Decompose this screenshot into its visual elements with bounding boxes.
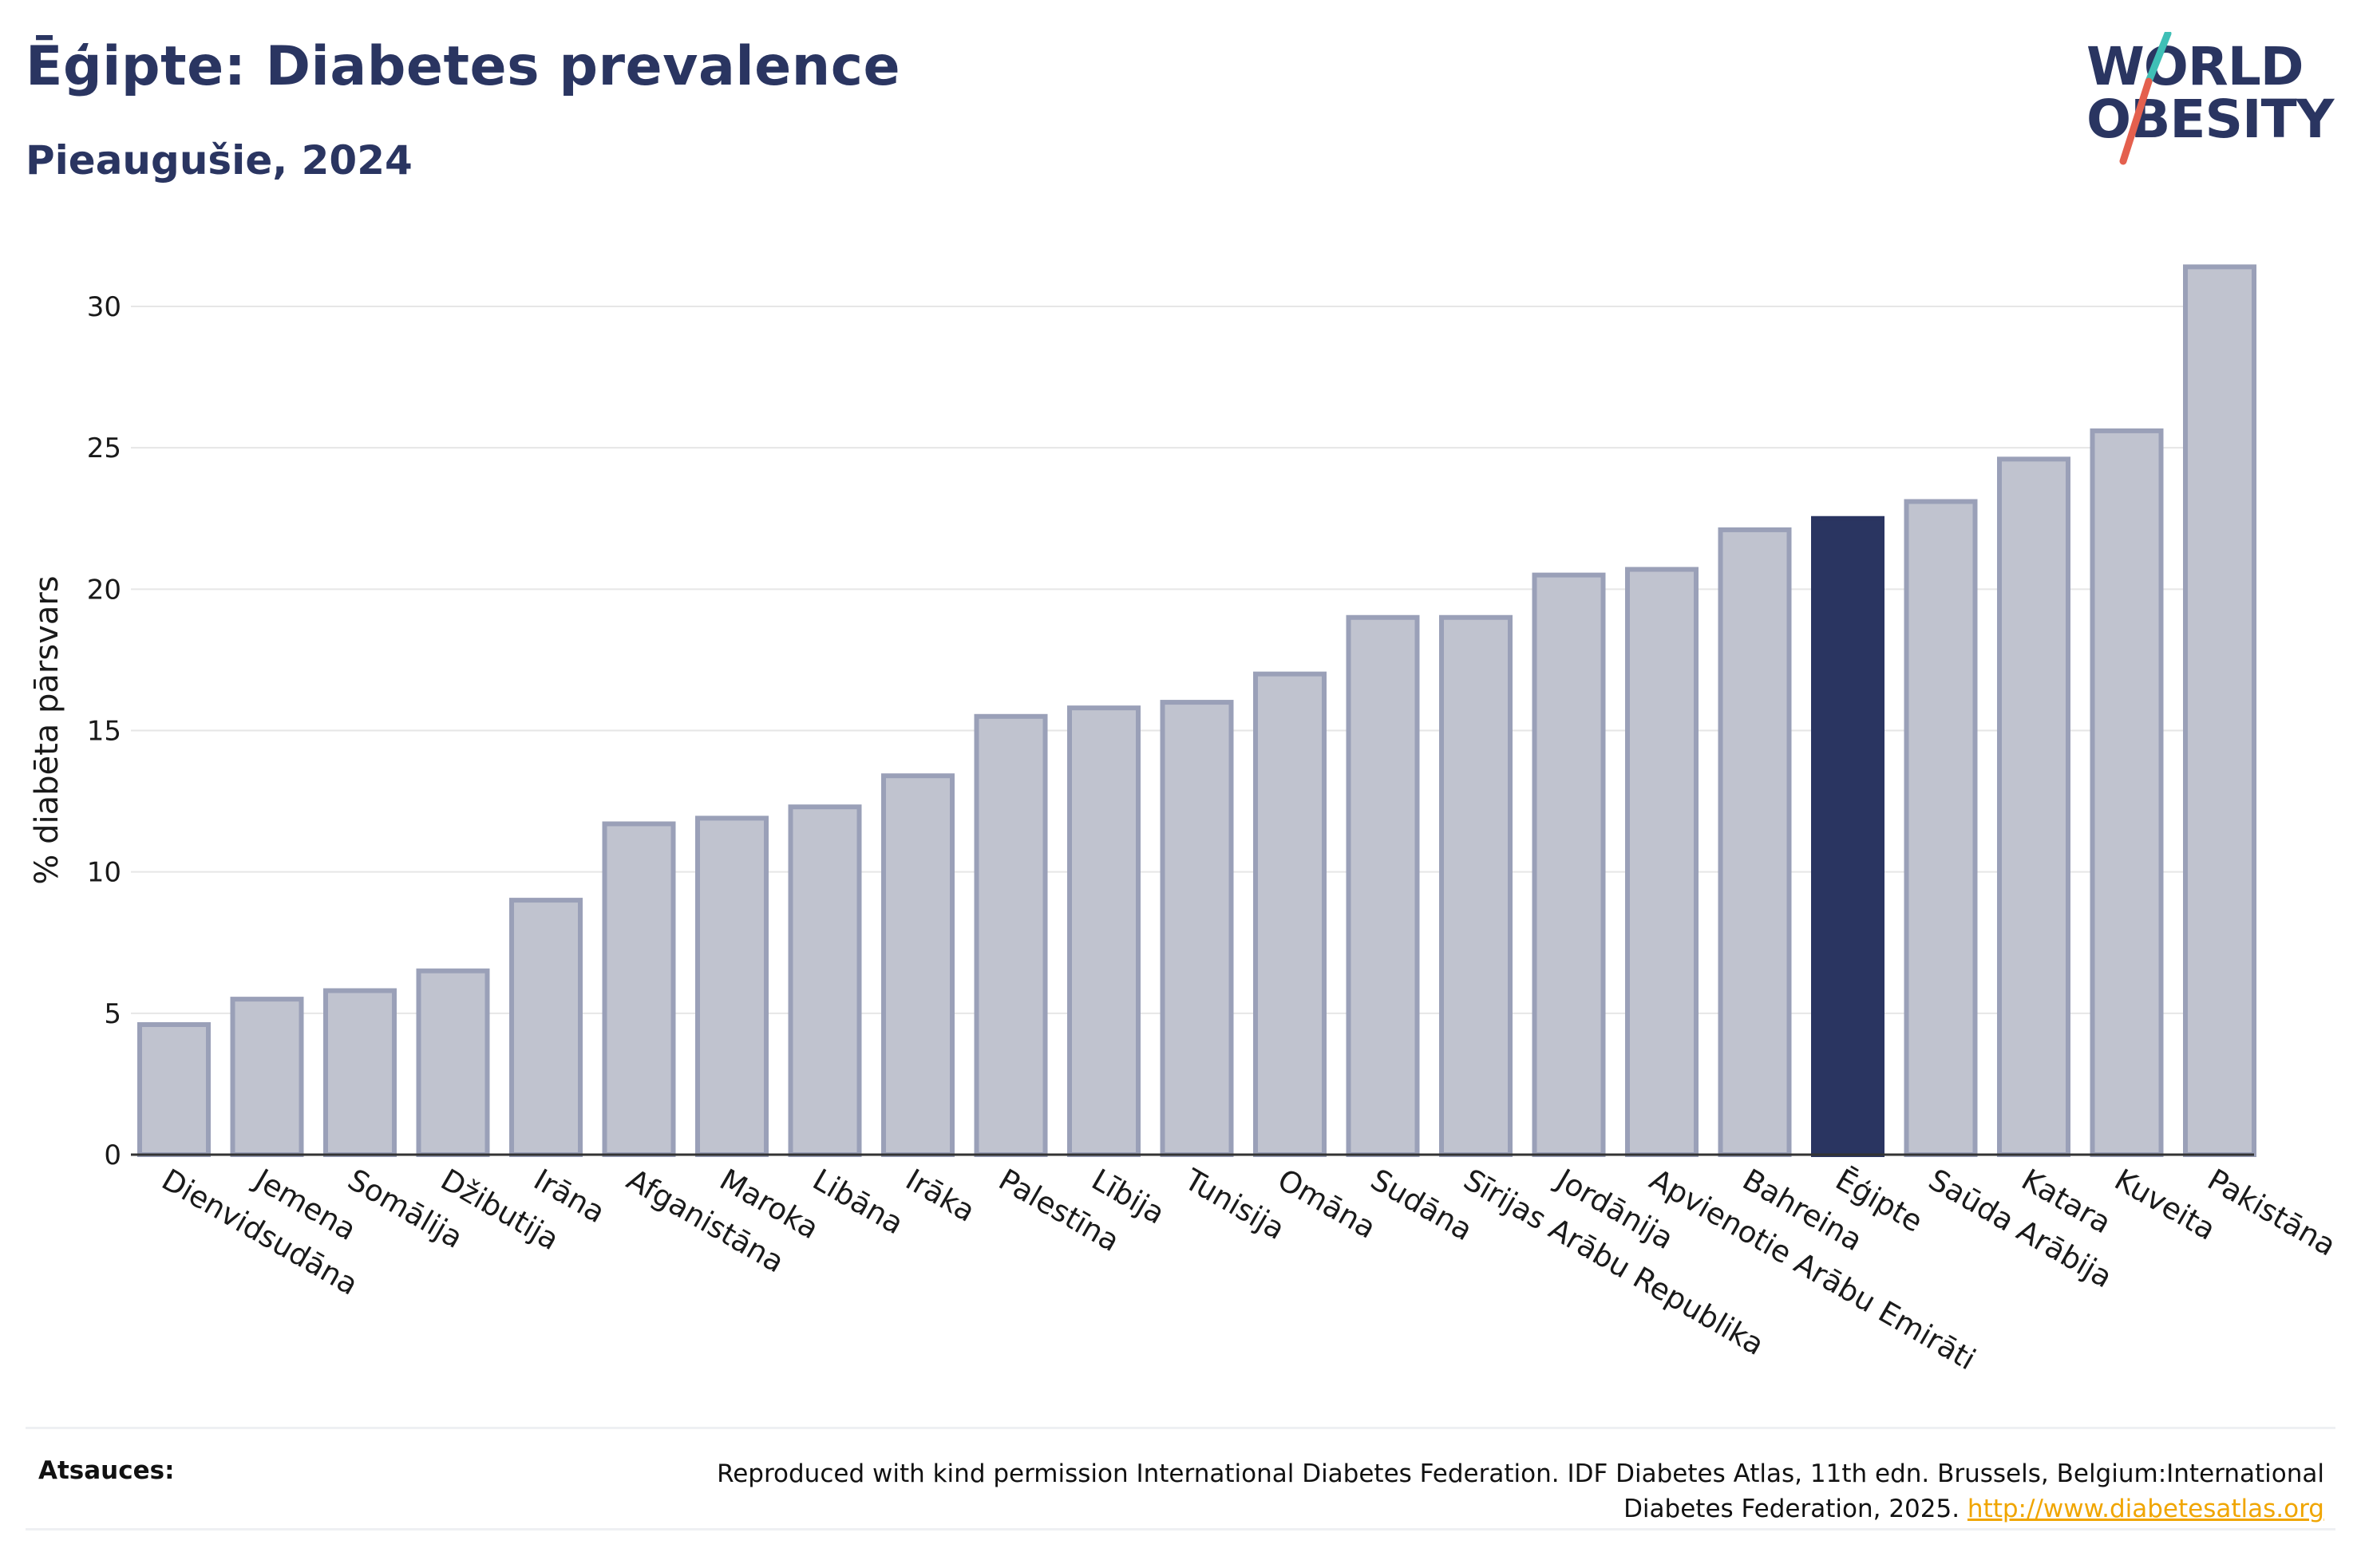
logo-line-1: WORLD — [2086, 36, 2304, 97]
bar — [2183, 264, 2256, 1158]
bar-highlight — [1811, 515, 1884, 1157]
bar — [1997, 456, 2070, 1157]
y-axis-ticks: 0 5 10 15 20 25 30 — [87, 291, 121, 1171]
bar — [1718, 527, 1792, 1157]
bar — [602, 821, 676, 1158]
logo-slash-bottom — [2119, 77, 2153, 165]
footer-link[interactable]: http://www.diabetesatlas.org — [1967, 1495, 2324, 1523]
y-tick-label: 5 — [104, 998, 121, 1030]
bar — [1160, 700, 1234, 1157]
y-tick-label: 30 — [87, 291, 121, 323]
bar — [1532, 572, 1606, 1157]
y-tick-label: 0 — [104, 1139, 121, 1171]
x-category-label: Tunisija — [1178, 1162, 1291, 1246]
bar — [788, 804, 862, 1157]
footer-citation-text: Reproduced with kind permission Internat… — [717, 1459, 2324, 1523]
bar — [1904, 499, 1978, 1157]
bar — [137, 1022, 211, 1158]
x-category-label: Kuveita — [2109, 1163, 2221, 1247]
bar — [881, 773, 955, 1158]
world-obesity-logo: WORLD OBESITY — [2086, 32, 2336, 165]
x-axis-labels: DienvidsudānaJemenaSomālijaDžibutijaIrān… — [156, 1162, 2342, 1377]
bar — [974, 713, 1048, 1157]
y-tick-label: 20 — [87, 574, 121, 606]
footer-citation: Reproduced with kind permission Internat… — [648, 1456, 2324, 1527]
logo-slash-top — [2145, 32, 2172, 85]
bar — [695, 816, 769, 1158]
bar — [1346, 614, 1420, 1157]
bar — [2090, 428, 2164, 1157]
y-axis-title: % diabēta pārsvars — [29, 575, 65, 884]
bar — [1625, 567, 1699, 1157]
page-title: Ēģipte: Diabetes prevalence — [26, 35, 901, 98]
x-category-label: Omāna — [1272, 1163, 1382, 1246]
bars — [137, 264, 2256, 1158]
footer-label: Atsauces: — [38, 1456, 175, 1485]
footer: Atsauces: Reproduced with kind permissio… — [26, 1427, 2335, 1530]
bar — [1253, 671, 1327, 1157]
y-tick-label: 25 — [87, 432, 121, 464]
x-category-label: Pakistāna — [2202, 1163, 2342, 1263]
x-category-label: Irāka — [900, 1163, 981, 1229]
bar — [323, 988, 397, 1158]
y-tick-label: 15 — [87, 716, 121, 748]
x-category-label: Sudāna — [1365, 1163, 1478, 1248]
bar — [1067, 705, 1141, 1157]
y-tick-label: 10 — [87, 857, 121, 889]
bar-chart: 0 5 10 15 20 25 30 DienvidsudānaJemenaSomālija… — [29, 264, 2342, 1377]
x-category-label: Libāna — [807, 1163, 909, 1242]
bar — [1439, 614, 1513, 1157]
bar — [416, 968, 490, 1158]
bar — [230, 997, 304, 1158]
bar — [509, 898, 583, 1157]
page-subtitle: Pieaugušie, 2024 — [26, 137, 413, 184]
